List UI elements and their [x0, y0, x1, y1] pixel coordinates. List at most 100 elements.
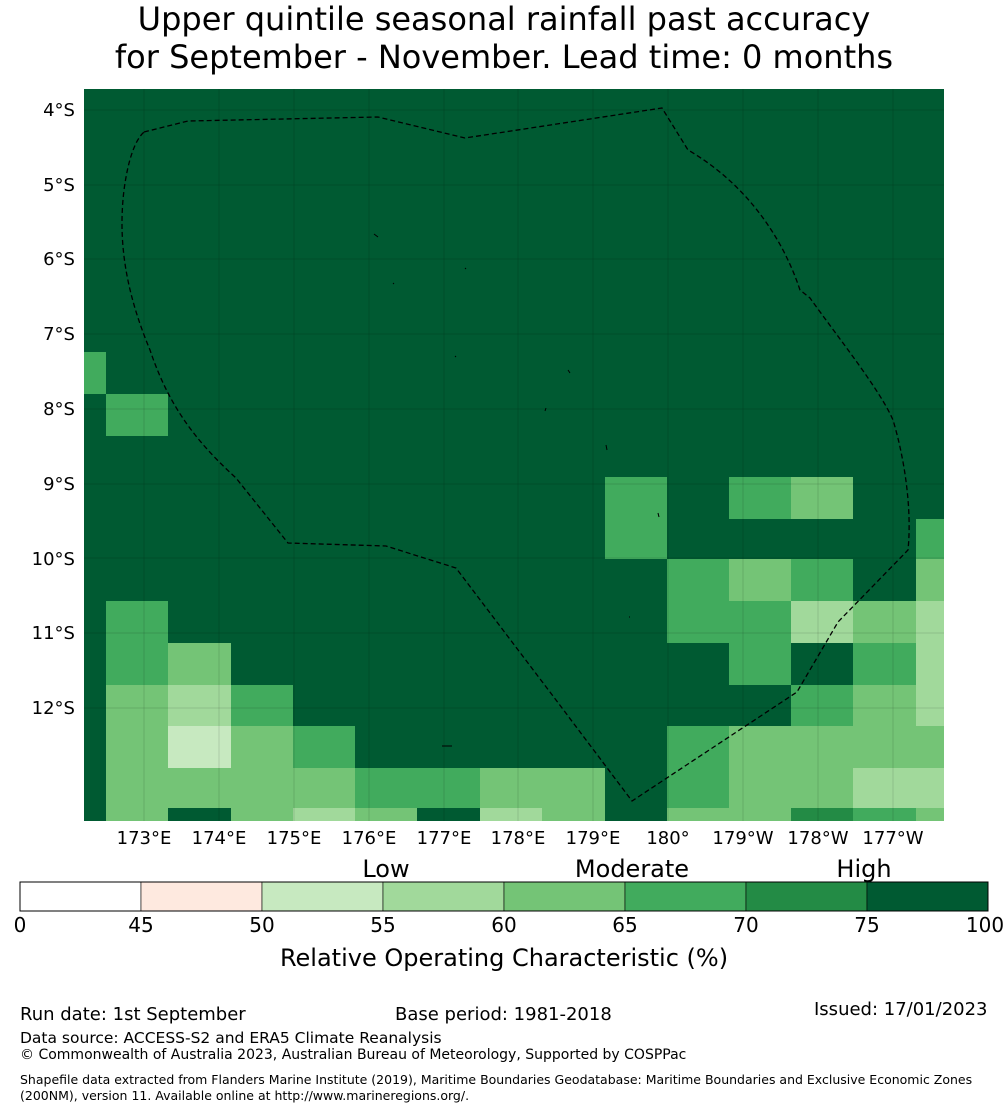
- data-source: Data source: ACCESS-S2 and ERA5 Climate …: [20, 1029, 442, 1047]
- lon-label: 179°E: [566, 828, 621, 849]
- map-cell: [605, 477, 667, 559]
- map-cell: [729, 726, 791, 768]
- legend-category-high: High: [836, 855, 891, 883]
- lon-label: 177°W: [862, 828, 923, 849]
- map-cell: [293, 808, 355, 821]
- map-cell: [231, 685, 293, 726]
- map-gridlines: [84, 89, 944, 821]
- map-cell: [853, 768, 944, 808]
- map-cell: [916, 808, 944, 821]
- map-cell: [916, 559, 944, 601]
- lat-label: 6°S: [43, 249, 75, 270]
- map-cell: [853, 643, 916, 685]
- run-date: Run date: 1st September: [20, 1004, 246, 1025]
- map-cell: [231, 726, 293, 768]
- legend-category-low: Low: [362, 855, 409, 883]
- colorbar-tick: 0: [14, 913, 27, 937]
- base-period: Base period: 1981-2018: [395, 1004, 612, 1025]
- map-cell: [355, 768, 480, 808]
- lon-label: 176°E: [342, 828, 397, 849]
- colorbar-segment: [866, 881, 989, 912]
- map-cell: [168, 685, 231, 726]
- colorbar-tick: 60: [491, 913, 516, 937]
- colorbar-segment: [624, 881, 747, 912]
- map-cell: [293, 726, 355, 768]
- lat-label: 5°S: [43, 175, 75, 196]
- map-cell: [667, 559, 729, 643]
- colorbar-tick: 50: [249, 913, 274, 937]
- lat-label: 9°S: [43, 474, 75, 495]
- map-cell: [853, 808, 916, 821]
- issued-date: Issued: 17/01/2023: [814, 999, 988, 1020]
- lat-label: 7°S: [43, 324, 75, 345]
- map-cell: [480, 808, 542, 821]
- colorbar-label: Relative Operating Characteristic (%): [280, 944, 728, 972]
- title-line-1: Upper quintile seasonal rainfall past ac…: [137, 0, 871, 38]
- lon-label: 179°W: [712, 828, 773, 849]
- map-cell: [542, 808, 605, 821]
- map-cell: [791, 768, 853, 808]
- map-cell: [729, 768, 791, 808]
- colorbar-segments: [19, 881, 989, 912]
- map-cell: [853, 601, 916, 643]
- map-title: Upper quintile seasonal rainfall past ac…: [0, 0, 1008, 76]
- colorbar-tick: 75: [854, 913, 879, 937]
- eez-boundary: [121, 107, 910, 802]
- map-cell: [916, 601, 944, 726]
- map-cell: [667, 808, 729, 821]
- map-cell: [106, 394, 168, 436]
- lon-label: 173°E: [117, 828, 172, 849]
- map-cell: [84, 352, 106, 394]
- map-cell: [791, 601, 853, 643]
- map-cell: [168, 643, 231, 685]
- map-cell: [168, 726, 231, 768]
- colorbar-segment: [503, 881, 626, 912]
- map-cell: [729, 808, 791, 821]
- map-cell: [480, 768, 605, 808]
- map-cell: [791, 559, 853, 601]
- copyright: © Commonwealth of Australia 2023, Austra…: [20, 1047, 687, 1063]
- colorbar-tick: 70: [733, 913, 758, 937]
- shapefile-credit: Shapefile data extracted from Flanders M…: [20, 1072, 973, 1103]
- map-cell: [791, 726, 853, 768]
- lon-label: 177°E: [417, 828, 472, 849]
- colorbar-segment: [140, 881, 263, 912]
- lon-label: 178°W: [787, 828, 848, 849]
- lat-label: 4°S: [43, 100, 75, 121]
- colorbar-tick: 45: [128, 913, 153, 937]
- map-cell: [853, 726, 944, 768]
- lat-label: 8°S: [43, 399, 75, 420]
- map-cell: [729, 559, 791, 601]
- map-cell: [667, 726, 729, 808]
- title-line-2: for September - November. Lead time: 0 m…: [114, 38, 894, 76]
- map-cell: [168, 768, 231, 808]
- lon-label: 175°E: [267, 828, 322, 849]
- lon-label: 174°E: [192, 828, 247, 849]
- map-cell: [729, 601, 791, 643]
- colorbar-segment: [382, 881, 505, 912]
- map-cell: [729, 643, 791, 685]
- longitude-labels: 173°E 174°E 175°E 176°E 177°E 178°E 179°…: [117, 828, 924, 849]
- map-cell: [106, 601, 168, 685]
- colorbar-tick: 65: [612, 913, 637, 937]
- island-marks: [373, 233, 660, 747]
- colorbar-segment: [745, 881, 868, 912]
- map-cell: [916, 519, 944, 559]
- lat-label: 11°S: [32, 623, 75, 644]
- lon-label: 178°E: [491, 828, 546, 849]
- map-cell: [293, 768, 355, 808]
- colorbar-frame: [19, 881, 989, 912]
- map-cell: [791, 477, 853, 519]
- map-cell: [729, 477, 791, 519]
- map-cell: [106, 685, 168, 821]
- colorbar-ticks: 0 45 50 55 60 65 70 75 100: [14, 913, 1004, 937]
- map-cell: [355, 808, 417, 821]
- lon-label: 180°: [646, 828, 689, 849]
- map-cell: [853, 685, 916, 726]
- map-cell: [231, 768, 293, 821]
- map-cells: [84, 352, 944, 821]
- latitude-labels: 4°S 5°S 6°S 7°S 8°S 9°S 10°S 11°S 12°S: [32, 100, 75, 719]
- map-cell: [791, 808, 853, 821]
- rainfall-accuracy-map: 4°S 5°S 6°S 7°S 8°S 9°S 10°S 11°S 12°S 1…: [32, 89, 944, 849]
